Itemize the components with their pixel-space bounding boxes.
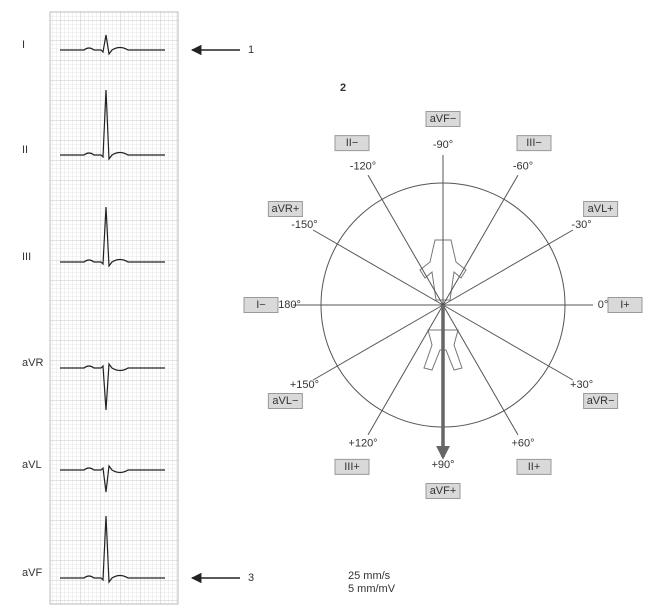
ecg-trace [60, 89, 165, 161]
axis-angle: +30° [570, 379, 593, 391]
axis-box-label: II− [346, 137, 359, 149]
footer-text: 5 mm/mV [348, 583, 396, 595]
axis-box-label: aVF− [430, 113, 457, 125]
ecg-trace [60, 362, 165, 411]
axis-line [312, 304, 444, 381]
axis-angle: -90° [433, 139, 453, 151]
ecg-grid [49, 11, 179, 605]
axis-angle: -30° [571, 219, 591, 231]
axis-box-label: aVF+ [430, 485, 457, 497]
axis-angle: -150° [291, 219, 317, 231]
lead-label: aVF [22, 567, 42, 579]
axis-box-label: aVR− [587, 395, 615, 407]
callout: 2 [340, 82, 346, 94]
axis-box-label: III+ [344, 461, 360, 473]
axis-line [442, 304, 519, 436]
axis-angle: 0° [598, 299, 609, 311]
axis-box-label: aVL+ [588, 203, 614, 215]
lead-label: aVL [22, 459, 42, 471]
axis-box [334, 135, 370, 152]
axis-box [516, 458, 552, 475]
ecg-trace [60, 34, 165, 56]
lead-label: II [22, 144, 28, 156]
axis-box [425, 483, 461, 499]
axis-box-label: I− [256, 299, 265, 311]
ecg-trace [60, 206, 165, 268]
axis-box-label: III− [526, 137, 542, 149]
axis-line [312, 229, 444, 306]
axis-box [583, 201, 619, 217]
callout: 1 [248, 44, 254, 56]
axis-box [334, 458, 370, 475]
axis-line [442, 174, 519, 306]
lead-label: I [22, 39, 25, 51]
axis-box [267, 201, 303, 217]
axis-box-label: aVR+ [271, 203, 299, 215]
axis-box-label: II+ [528, 461, 541, 473]
axis-line [442, 229, 574, 306]
axis-box [583, 393, 619, 409]
axis-box-label: I+ [620, 299, 629, 311]
axis-angle: +150° [290, 379, 319, 391]
axis-angle: +60° [511, 437, 534, 449]
axis-line [367, 174, 444, 306]
axis-box-label: aVL− [272, 395, 298, 407]
axis-box [516, 135, 552, 152]
axis-box [425, 111, 461, 127]
body-outline [419, 239, 467, 371]
callout: 3 [248, 572, 254, 584]
axis-box [607, 297, 643, 313]
lead-label: III [22, 251, 31, 263]
ecg-trace [60, 464, 165, 493]
axis-box [267, 393, 303, 409]
axis-angle: -120° [350, 160, 376, 172]
axis-angle: -60° [513, 160, 533, 172]
ecg-trace [60, 515, 165, 584]
axis-angle: +90° [431, 459, 454, 471]
lead-label: aVR [22, 357, 43, 369]
axis-line [367, 304, 444, 436]
axis-line [442, 304, 574, 381]
axis-box [243, 297, 279, 313]
axis-angle: +120° [348, 437, 377, 449]
footer-text: 25 mm/s [348, 570, 391, 582]
